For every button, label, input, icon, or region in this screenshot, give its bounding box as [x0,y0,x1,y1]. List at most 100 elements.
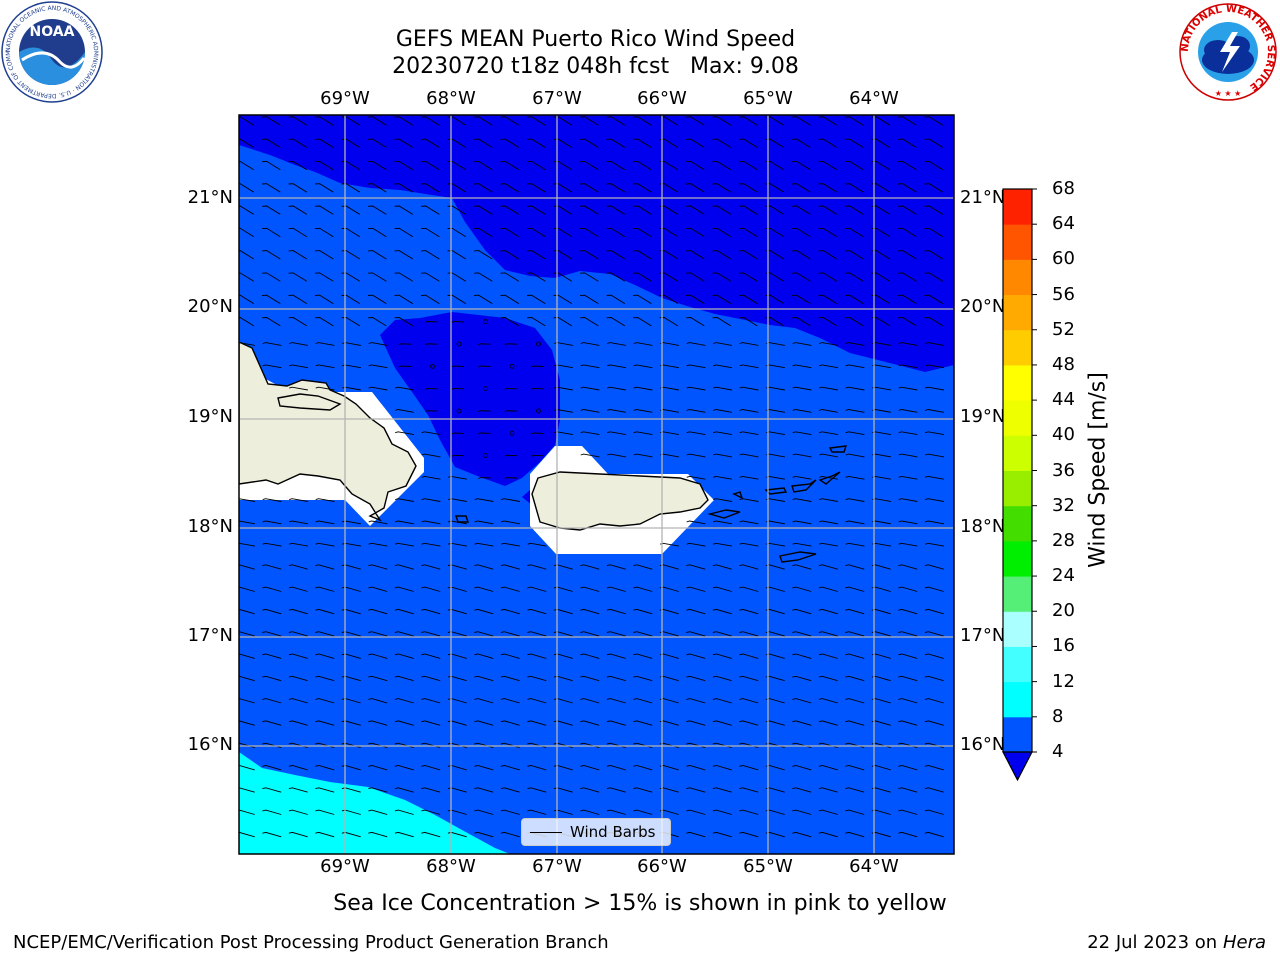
wind-barb [315,250,334,260]
wind-barb [925,498,944,502]
wind-barb [607,453,626,458]
wind-barb [606,138,626,148]
wind-barb [766,498,785,502]
wind-barb [712,116,732,126]
wind-barb [368,364,388,369]
wind-barb [845,386,865,391]
wind-barb [898,653,918,659]
lon-label-top: 67°W [532,88,582,109]
wind-barb [659,765,679,771]
wind-barb [686,183,705,193]
wind-barb [553,138,573,148]
wind-barb [792,831,812,838]
wind-barb [394,831,414,838]
wind-barb [792,205,811,215]
wind-barb [315,809,335,815]
wind-barb [606,653,626,659]
wind-barb [659,787,679,793]
wind-barb [818,631,838,637]
wind-barb [845,183,864,193]
wind-barb [766,520,785,525]
wind-barb [845,542,865,547]
wind-barb [713,386,732,391]
wind-barb [447,205,467,215]
wind-barb [845,831,865,838]
wind-barb [394,564,414,570]
wind-barb [633,787,653,793]
wind-barb [924,160,944,171]
wind-barb [527,653,547,659]
lat-label-left: 17°N [187,625,233,646]
legend-label: Wind Barbs [570,823,656,841]
colorbar-tick-label: 8 [1052,705,1064,727]
wind-barb [315,698,335,704]
wind-barb [765,564,785,570]
colorbar-tick-label: 52 [1052,318,1075,340]
wind-barb [739,564,759,570]
wind-barb [765,160,785,171]
wind-barb [898,475,918,480]
wind-barb [686,765,706,771]
wind-barb [262,498,282,502]
wind-barb [739,675,759,682]
wind-barb [765,765,785,771]
wind-barb [871,317,891,327]
wind-barb [659,183,679,193]
wind-barb [845,608,865,615]
wind-barb [580,138,599,148]
wind-barb [474,160,493,171]
wind-barb [845,765,865,771]
wind-barb [421,564,441,570]
wind-barb [766,431,785,436]
wind-barb [739,342,759,346]
wind-barb [924,564,944,570]
wind-barb [686,475,706,480]
wind-barb [924,205,944,215]
wind-barb [394,608,414,615]
wind-barb [580,317,599,327]
wind-barb [451,321,465,323]
wind-barb [686,317,705,327]
wind-barb [315,675,335,682]
wind-barb [341,317,361,327]
wind-barb [394,787,414,793]
wind-barb [818,160,838,171]
wind-barb [845,409,865,413]
wind-barb [633,564,653,570]
wind-barb [500,250,520,260]
wind-fill-below-4-north [239,115,954,372]
wind-barb [500,631,520,637]
wind-barb [504,477,518,479]
wind-barb-calm [509,363,515,369]
wind-barb [527,227,546,238]
wind-barb [262,765,282,771]
wind-barb [474,116,493,126]
wind-barb [686,409,706,413]
wind-barb [633,386,653,391]
colorbar-tick-label: 16 [1052,635,1075,657]
wind-barb [739,317,758,327]
wind-barb [394,272,414,282]
wind-barb [712,160,732,171]
wind-barb [845,138,864,148]
wind-barb [531,454,544,457]
wind-barb [739,586,759,592]
wind-barb [871,653,891,659]
wind-barb [686,564,706,570]
wind-barb [421,453,441,458]
wind-barb [262,653,282,659]
wind-barb [239,116,255,126]
wind-barb [659,272,679,282]
wind-barb [394,675,414,682]
wind-barb [872,475,891,480]
wind-barb [447,116,467,126]
colorbar-tick-label: 40 [1052,424,1075,446]
wind-barb [871,787,891,793]
wind-barb [315,653,335,659]
wind-barb [686,631,706,637]
wind-barb [394,294,414,304]
wind-barb [421,294,440,304]
wind-barb [686,342,706,346]
wind-barb [504,410,518,413]
wind-barb [478,343,491,346]
